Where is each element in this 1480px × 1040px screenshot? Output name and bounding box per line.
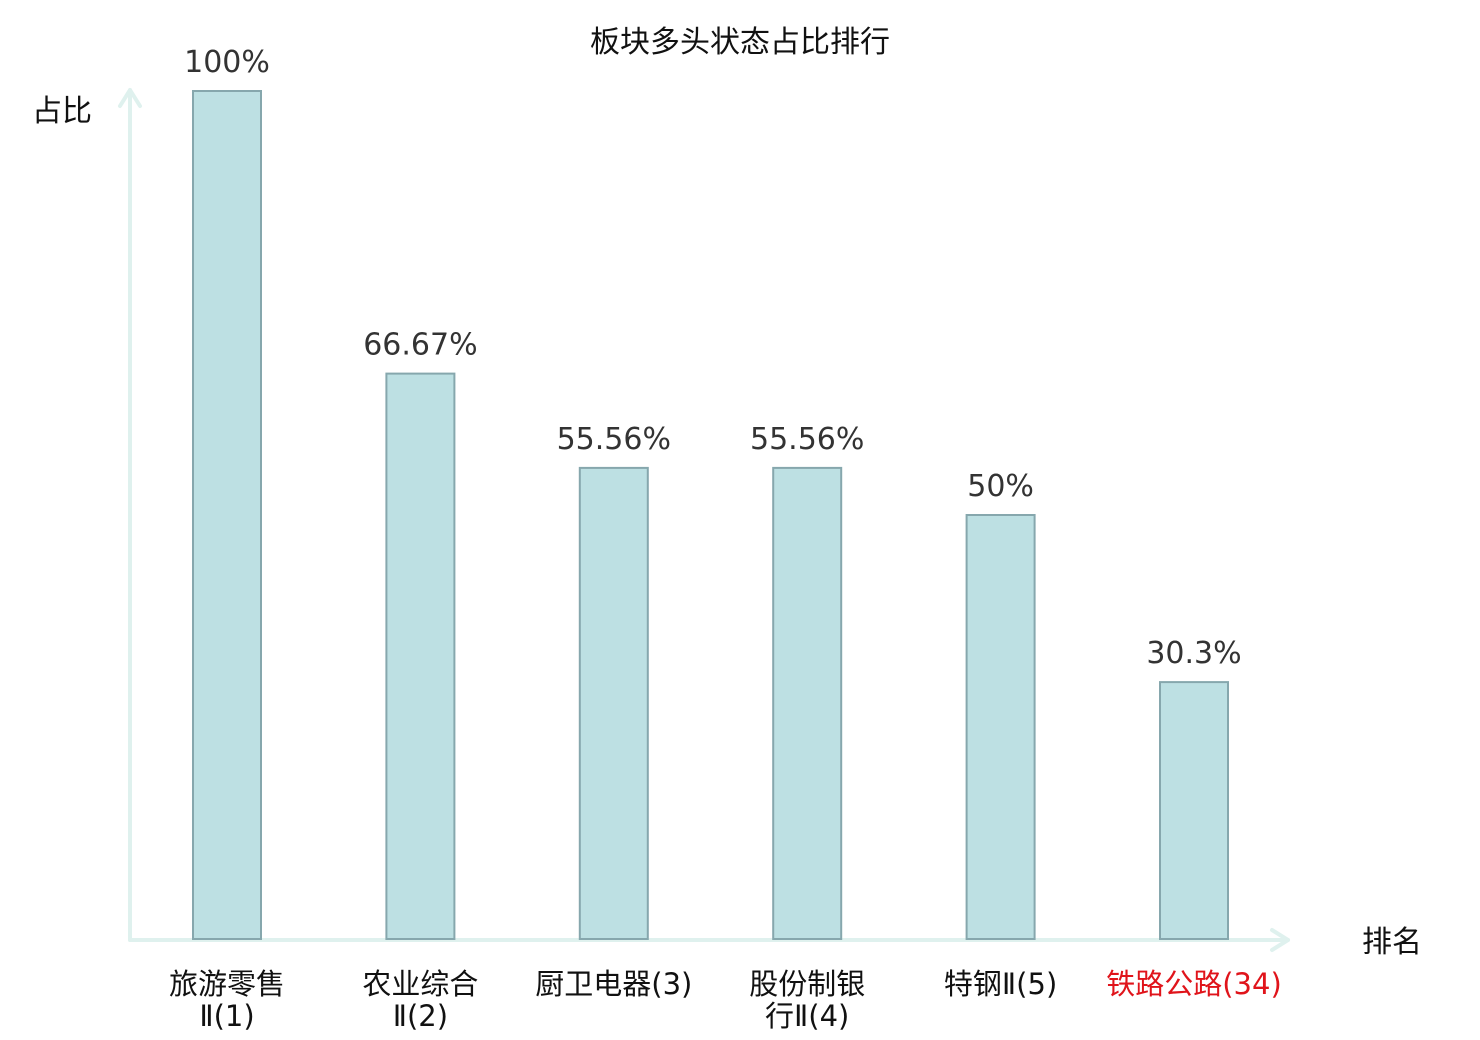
x-axis-arrow-icon <box>1270 928 1290 952</box>
category-label: 农业综合 <box>362 967 478 1001</box>
bar-value-label: 55.56% <box>750 422 864 457</box>
category-label: Ⅱ(1) <box>199 999 254 1033</box>
bar <box>192 90 262 940</box>
category-label: 股份制银 <box>749 967 865 1001</box>
category-label-highlighted: 铁路公路(34) <box>1106 967 1282 1001</box>
category-label: 厨卫电器(3) <box>535 967 692 1001</box>
bar <box>385 372 456 941</box>
category-label: 行Ⅱ(4) <box>765 999 849 1033</box>
bar <box>772 466 843 940</box>
bar-value-label: 66.67% <box>363 328 477 363</box>
bar <box>965 514 1036 940</box>
x-axis-label: 排名 <box>1362 925 1422 960</box>
bar-value-label: 50% <box>967 469 1034 504</box>
axes <box>118 88 1290 952</box>
category-label: 特钢Ⅱ(5) <box>944 967 1057 1001</box>
bar-value-label: 100% <box>184 45 270 80</box>
bar-value-label: 55.56% <box>557 422 671 457</box>
category-label: 旅游零售 <box>169 967 285 1001</box>
y-axis-label: 占比 <box>32 94 92 129</box>
chart-title: 板块多头状态占比排行 <box>590 25 890 60</box>
value-labels-group: 100% 66.67% 55.56% 55.56% 50% 30.3% <box>184 45 1242 671</box>
bar <box>578 466 649 940</box>
bars-group <box>192 90 1229 941</box>
bar-value-label: 30.3% <box>1146 636 1241 671</box>
bar <box>1159 681 1229 940</box>
y-axis-arrow-icon <box>118 88 142 108</box>
category-label: Ⅱ(2) <box>393 999 448 1033</box>
